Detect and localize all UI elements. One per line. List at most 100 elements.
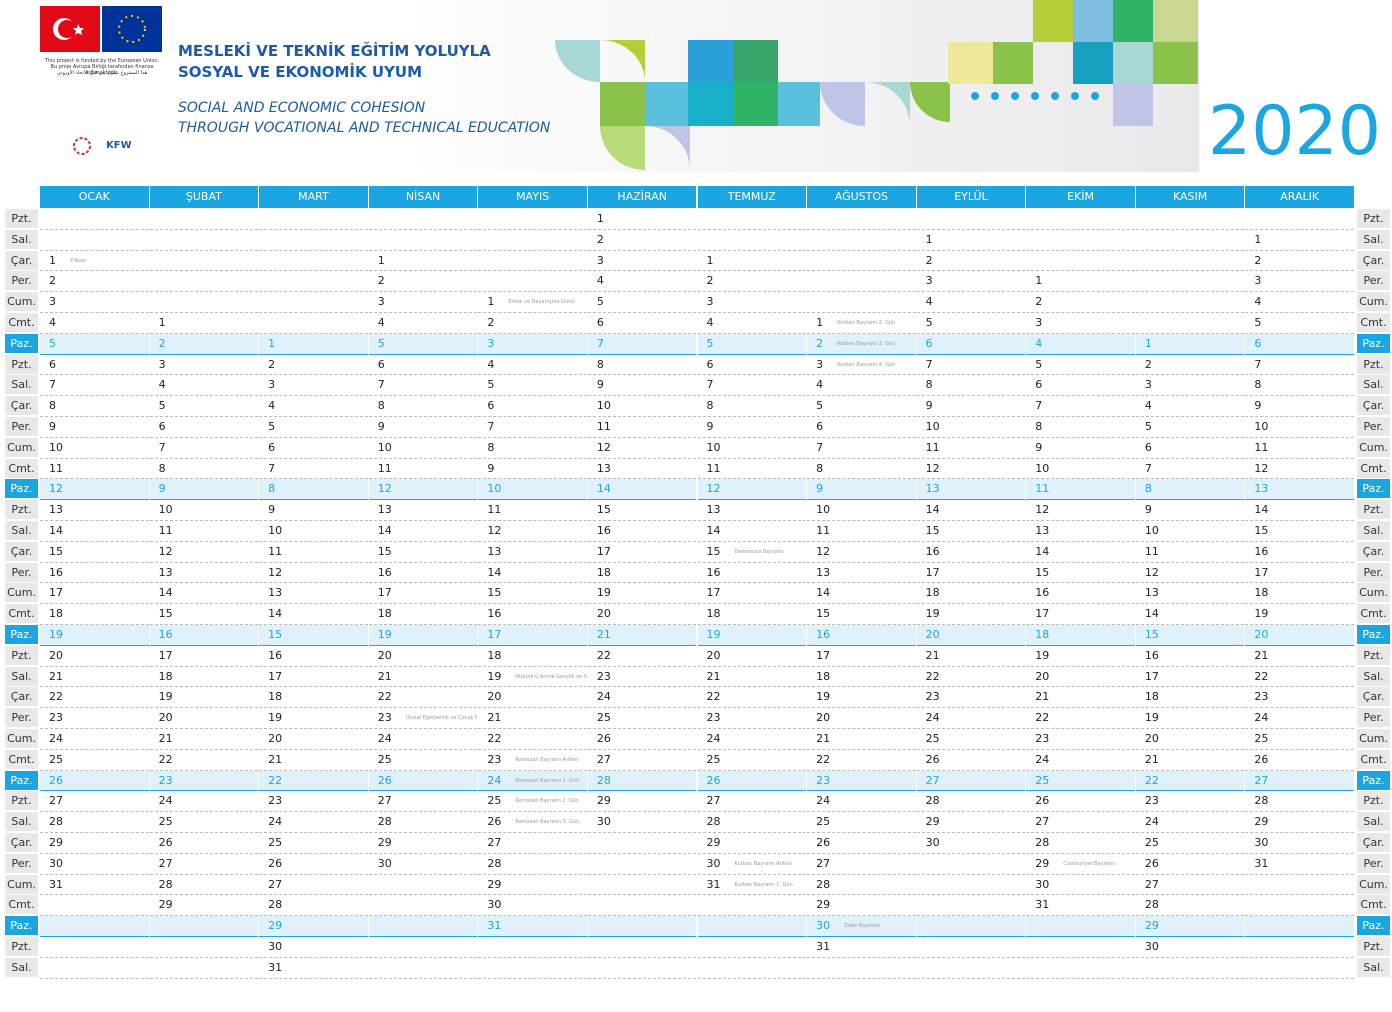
day-number: 4: [159, 378, 166, 391]
day-number: 13: [707, 503, 721, 516]
day-number: 20: [816, 711, 830, 724]
day-number: 28: [159, 878, 173, 891]
day-number: 28: [378, 815, 392, 828]
day-cell: [478, 209, 587, 230]
weekday-label: Per.: [5, 417, 38, 437]
day-cell: 21: [1245, 646, 1354, 667]
day-cell: 3: [40, 292, 149, 313]
day-number: 14: [597, 482, 611, 495]
day-number: 22: [926, 670, 940, 683]
decoration: [555, 0, 1200, 172]
day-number: 15: [707, 545, 721, 558]
weekday-label: Cmt.: [5, 313, 38, 333]
day-number: 1: [49, 254, 56, 267]
day-cell: 7: [1136, 459, 1245, 480]
day-number: 16: [597, 524, 611, 537]
day-number: 12: [707, 482, 721, 495]
day-cell: 12: [698, 479, 807, 500]
day-number: 27: [378, 794, 392, 807]
day-number: 13: [816, 566, 830, 579]
day-number: 11: [597, 420, 611, 433]
weekday-label: Per.: [5, 563, 38, 583]
day-number: 20: [268, 732, 282, 745]
day-number: 18: [378, 607, 392, 620]
day-cell: 3: [1245, 271, 1354, 292]
day-number: 19: [268, 711, 282, 724]
day-number: 11: [1145, 545, 1159, 558]
day-cell: 12: [1136, 563, 1245, 584]
day-cell: [588, 937, 697, 958]
day-number: 3: [707, 295, 714, 308]
day-number: 10: [1145, 524, 1159, 537]
day-number: 4: [378, 316, 385, 329]
day-cell: 30: [1245, 833, 1354, 854]
day-number: 9: [597, 378, 604, 391]
month-header: ŞUBAT: [150, 186, 259, 208]
day-cell: 17: [917, 563, 1026, 584]
weekday-label: Sal.: [1357, 667, 1390, 687]
day-cell: 10: [698, 438, 807, 459]
holiday-note: Emek ve Dayanışma Günü: [508, 299, 574, 305]
day-number: 21: [926, 649, 940, 662]
day-cell: [478, 271, 587, 292]
day-number: 19: [1035, 649, 1049, 662]
day-cell: 21: [1026, 687, 1135, 708]
day-cell: [917, 209, 1026, 230]
weekday-label: Cmt.: [1357, 313, 1390, 333]
weekday-label: Cmt.: [1357, 459, 1390, 479]
weekday-label: Pzt.: [1357, 791, 1390, 811]
day-number: 15: [49, 545, 63, 558]
day-number: 30: [1035, 878, 1049, 891]
day-cell: 14: [588, 479, 697, 500]
day-cell: 27: [807, 854, 916, 875]
day-cell: 13: [478, 542, 587, 563]
day-number: 27: [49, 794, 63, 807]
day-number: 7: [1035, 399, 1042, 412]
day-cell: 6: [1136, 438, 1245, 459]
weekday-label: Pzt.: [1357, 209, 1390, 229]
day-cell: 9: [588, 375, 697, 396]
day-cell: [40, 916, 149, 937]
day-number: 17: [487, 628, 501, 641]
weekday-label: Sal.: [1357, 230, 1390, 250]
day-cell: 27: [259, 875, 368, 896]
day-cell: 24: [917, 708, 1026, 729]
day-cell: 20: [1026, 667, 1135, 688]
day-cell: 28: [259, 895, 368, 916]
weekday-label: Paz.: [5, 625, 38, 645]
weekday-label: Çar.: [5, 251, 38, 271]
day-number: 21: [816, 732, 830, 745]
day-number: 9: [1145, 503, 1152, 516]
day-cell: 3: [1136, 375, 1245, 396]
day-number: 30: [268, 940, 282, 953]
day-cell: 28: [917, 791, 1026, 812]
day-number: 25: [378, 753, 392, 766]
day-cell: 4: [150, 375, 259, 396]
day-number: 13: [1254, 482, 1268, 495]
day-number: 27: [1035, 815, 1049, 828]
day-cell: 15: [917, 521, 1026, 542]
day-cell: 23: [588, 667, 697, 688]
day-cell: 21: [917, 646, 1026, 667]
day-cell: 23: [698, 708, 807, 729]
day-number: 22: [268, 774, 282, 787]
day-number: 7: [816, 441, 823, 454]
day-cell: 25: [40, 750, 149, 771]
day-cell: 4: [807, 375, 916, 396]
day-number: 9: [159, 482, 166, 495]
day-number: 7: [926, 358, 933, 371]
day-cell: 22: [588, 646, 697, 667]
weekday-label: Paz.: [5, 771, 38, 791]
day-cell: 5: [1136, 417, 1245, 438]
day-number: 21: [1035, 690, 1049, 703]
day-number: 12: [926, 462, 940, 475]
day-number: 23: [159, 774, 173, 787]
day-cell: [40, 937, 149, 958]
day-cell: 26: [698, 771, 807, 792]
day-cell: 3: [150, 355, 259, 376]
day-cell: [1026, 251, 1135, 272]
day-number: 16: [49, 566, 63, 579]
day-cell: 29: [1136, 916, 1245, 937]
day-cell: 10: [369, 438, 478, 459]
day-number: 27: [1254, 774, 1268, 787]
